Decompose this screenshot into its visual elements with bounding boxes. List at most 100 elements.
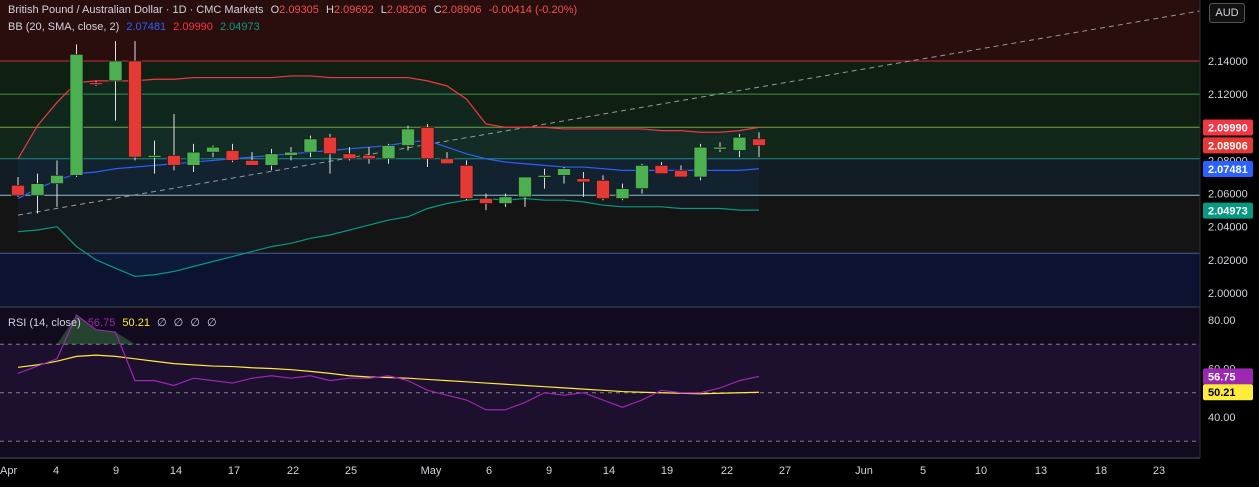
rsi-extra-3: ∅ xyxy=(190,317,200,329)
candle-body xyxy=(245,160,259,166)
candle xyxy=(245,152,259,166)
candle-body xyxy=(50,175,64,184)
upper-badge-text: 2.09990 xyxy=(1208,122,1248,134)
candlesticks[interactable] xyxy=(11,41,766,214)
symbol-legend[interactable]: British Pound / Australian Dollar · 1D ·… xyxy=(8,3,581,17)
date-tick-label: 22 xyxy=(721,465,733,477)
rsi-badge: 56.75 xyxy=(1203,368,1253,385)
basis-badge: 2.07481 xyxy=(1203,161,1253,178)
basis-badge-text: 2.07481 xyxy=(1208,164,1248,176)
last-price-badge: 2.08906 xyxy=(1203,137,1253,154)
date-tick-label: 4 xyxy=(53,465,59,477)
lower-badge-text: 2.04973 xyxy=(1208,206,1248,218)
candle xyxy=(732,133,747,158)
candle xyxy=(206,145,220,158)
trend-line-path xyxy=(17,5,1228,216)
bb-label[interactable]: BB (20, SMA, close, 2) xyxy=(8,21,120,33)
candle-body xyxy=(381,145,396,160)
candle-body xyxy=(732,136,747,151)
high-value: 2.09692 xyxy=(333,4,374,16)
price-axis[interactable]: 2.140002.120002.100002.080002.060002.040… xyxy=(1199,0,1259,487)
candle-body xyxy=(440,158,454,165)
rsi-pane xyxy=(0,314,1200,459)
candle-body xyxy=(752,138,766,146)
rsi-ma-badge-text: 50.21 xyxy=(1208,387,1236,399)
candle xyxy=(459,160,474,201)
candle xyxy=(401,125,415,151)
candle-body xyxy=(89,82,103,85)
candle-body xyxy=(147,155,162,158)
candle xyxy=(89,80,103,86)
candle-body xyxy=(654,165,669,174)
candle xyxy=(713,142,727,153)
date-tick-label: 9 xyxy=(546,465,552,477)
candle-body xyxy=(206,146,220,153)
candle xyxy=(323,133,337,174)
lower-badge: 2.04973 xyxy=(1203,202,1253,219)
date-tick-label: 5 xyxy=(920,465,926,477)
price-tick-label: 2.06000 xyxy=(1208,189,1248,201)
date-tick-label: 13 xyxy=(1035,465,1047,477)
date-tick-label: Apr xyxy=(0,465,17,477)
price-tick-label: 2.12000 xyxy=(1208,89,1248,101)
trend-line[interactable] xyxy=(17,5,1228,216)
candle-body xyxy=(576,178,591,183)
candle xyxy=(167,114,181,171)
price-tick-label: 2.02000 xyxy=(1208,255,1248,267)
symbol-title[interactable]: British Pound / Australian Dollar · 1D ·… xyxy=(8,4,264,16)
date-tick-label: 22 xyxy=(287,465,299,477)
rsi-line xyxy=(17,314,760,411)
candle-body xyxy=(167,155,181,166)
candle xyxy=(303,135,318,158)
close-value: 2.08906 xyxy=(441,4,482,16)
bb-legend[interactable]: BB (20, SMA, close, 2) 2.07481 2.09990 2… xyxy=(8,20,264,34)
candle-body xyxy=(557,168,571,176)
change-value: -0.00414 (-0.20%) xyxy=(488,4,578,16)
horizontal-levels xyxy=(0,60,1200,308)
price-tick-label: 2.00000 xyxy=(1208,288,1248,300)
candle-body xyxy=(225,150,240,161)
candle-body xyxy=(635,165,649,189)
high-label: H xyxy=(325,4,334,16)
candle-body xyxy=(128,60,142,158)
rsi-label[interactable]: RSI (14, close) xyxy=(8,317,81,329)
date-tick-label: 14 xyxy=(170,465,182,477)
candle-body xyxy=(30,183,45,196)
candle xyxy=(557,167,571,184)
candle-body xyxy=(537,175,552,178)
candle-body xyxy=(362,155,376,160)
date-tick-label: 10 xyxy=(975,465,987,477)
candle-body xyxy=(596,180,610,199)
bb-lower-value: 2.04973 xyxy=(219,21,260,33)
price-zones xyxy=(0,0,1200,458)
last-price-badge-text: 2.08906 xyxy=(1208,140,1248,152)
candle-body xyxy=(69,54,84,176)
candle-body xyxy=(615,188,630,199)
lower-badge-box xyxy=(1203,202,1253,219)
candle xyxy=(69,44,84,177)
candle-body xyxy=(11,184,25,196)
candle-body xyxy=(518,176,532,198)
upper-badge: 2.09990 xyxy=(1203,119,1253,136)
candle-body xyxy=(498,196,513,204)
basis-badge-box xyxy=(1203,161,1253,178)
candle xyxy=(674,165,688,178)
candle xyxy=(225,143,240,163)
open-label: O xyxy=(270,4,280,16)
rsi-tick-label: 40.00 xyxy=(1208,412,1236,424)
currency-button[interactable]: AUD xyxy=(1209,3,1245,23)
rsi-legend[interactable]: RSI (14, close) 56.75 50.21 ∅ ∅ ∅ ∅ xyxy=(8,316,221,330)
candle xyxy=(147,140,162,174)
price-tick-label: 2.04000 xyxy=(1208,222,1248,234)
candle xyxy=(576,172,591,197)
date-tick-label: 17 xyxy=(228,465,240,477)
date-tick-label: Jun xyxy=(855,465,873,477)
candle-body xyxy=(186,151,201,166)
time-axis[interactable]: Apr 4 9 14 17 22 25 May 6 9 14 19 22 27 Jun 5 10 13 18 23 xyxy=(0,465,1165,477)
candle xyxy=(596,175,610,201)
price-tick-label: 2.14000 xyxy=(1208,56,1248,68)
candle xyxy=(693,143,708,181)
candle-body xyxy=(323,136,337,155)
date-tick-label: 14 xyxy=(603,465,615,477)
